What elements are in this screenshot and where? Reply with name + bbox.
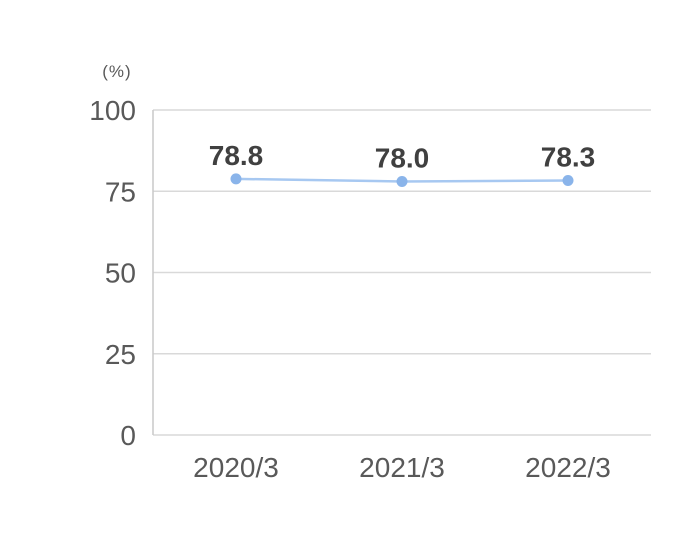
x-tick-label-2: 2022/3 xyxy=(525,452,611,483)
x-tick-label-0: 2020/3 xyxy=(193,452,279,483)
data-point-1 xyxy=(396,176,408,187)
y-tick-label-0: 0 xyxy=(120,420,136,451)
data-label-2: 78.3 xyxy=(541,142,596,173)
data-point-0 xyxy=(230,173,242,185)
y-axis-unit-label: (%) xyxy=(102,62,131,81)
y-tick-label-75: 75 xyxy=(105,176,136,207)
x-tick-label-1: 2021/3 xyxy=(359,452,445,483)
data-label-0: 78.8 xyxy=(209,140,264,171)
y-tick-label-25: 25 xyxy=(105,339,136,370)
data-label-1: 78.0 xyxy=(375,143,430,174)
y-tick-label-100: 100 xyxy=(89,95,136,126)
y-tick-label-50: 50 xyxy=(105,258,136,289)
data-point-2 xyxy=(562,175,574,187)
